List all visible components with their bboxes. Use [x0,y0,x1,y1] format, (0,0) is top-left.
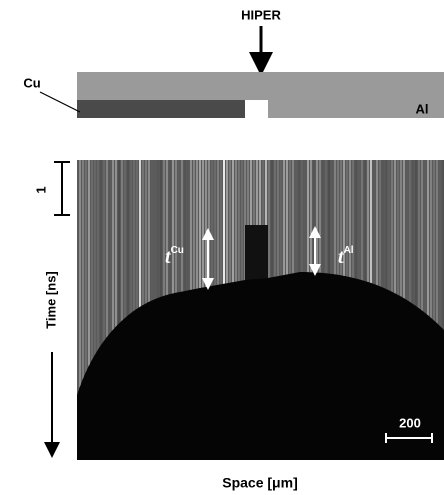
al-layer [77,72,444,100]
page: {"labels": {"laser": "HIPER", "cu": "Cu"… [0,0,444,495]
figure: HIPER Al Cu 1 Time [ns] tCu tAl 200 Spac… [0,0,444,495]
time-axis-label: Time [ns] [43,271,58,329]
space-axis-label: Space [μm] [222,475,297,491]
cu-leader [40,92,80,112]
laser-label: HIPER [241,7,281,22]
t-al-sup: Al [344,245,354,256]
streak-image [77,160,444,460]
cu-label: Cu [23,75,40,90]
time-scale-label: 1 [33,186,48,193]
space-scale-label: 200 [399,415,421,430]
al-label: Al [416,101,429,116]
t-cu-sup: Cu [171,245,184,256]
cu-layer [77,100,245,118]
